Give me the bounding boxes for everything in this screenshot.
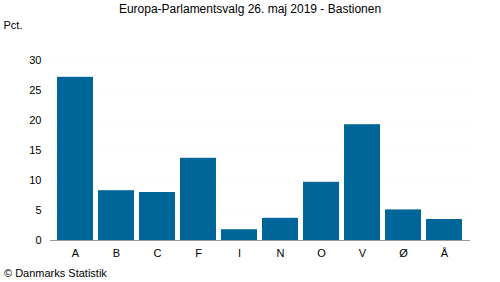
svg-text:V: V xyxy=(359,247,367,259)
svg-text:Å: Å xyxy=(441,247,449,259)
svg-text:20: 20 xyxy=(29,114,41,126)
svg-text:B: B xyxy=(113,247,120,259)
svg-text:25: 25 xyxy=(29,84,41,96)
html-text:© Danmarks Statistik: © Danmarks Statistik xyxy=(4,267,107,279)
svg-text:A: A xyxy=(72,247,80,259)
svg-text:Ø: Ø xyxy=(399,247,408,259)
svg-text:O: O xyxy=(317,247,326,259)
svg-text:Pct.: Pct. xyxy=(4,19,23,31)
svg-text:I: I xyxy=(238,247,241,259)
svg-text:N: N xyxy=(277,247,285,259)
svg-text:5: 5 xyxy=(35,204,41,216)
svg-text:30: 30 xyxy=(29,54,41,66)
svg-text:0: 0 xyxy=(35,234,41,246)
html-text:Europa-Parlamentsvalg 26. maj: Europa-Parlamentsvalg 26. maj 2019 - Bas… xyxy=(118,2,382,16)
svg-text:15: 15 xyxy=(29,144,41,156)
svg-text:F: F xyxy=(195,247,202,259)
svg-text:10: 10 xyxy=(29,174,41,186)
svg-text:C: C xyxy=(154,247,162,259)
